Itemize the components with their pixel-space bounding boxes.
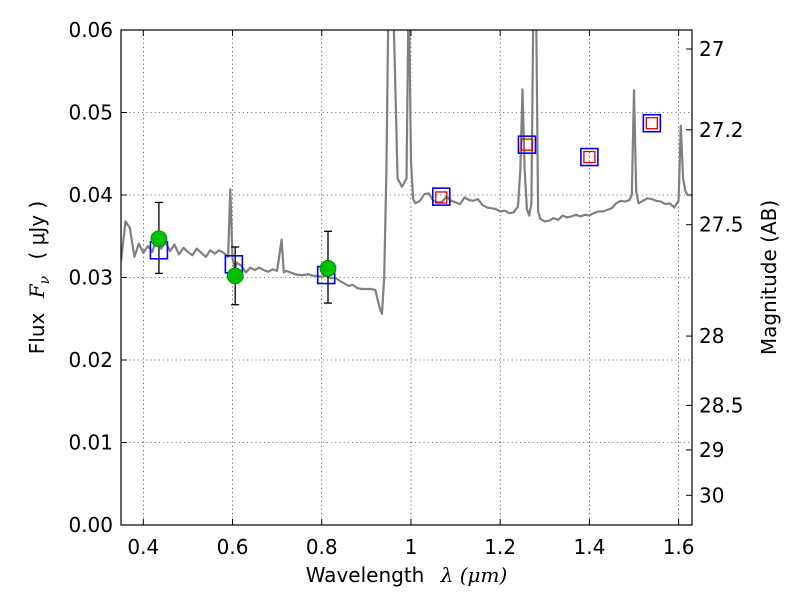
x-axis-title: Wavelength λ (μm) (306, 563, 508, 587)
y-tick-label: 0.03 (68, 266, 113, 290)
mag-tick-label: 30 (699, 483, 724, 507)
model-photometry-square (642, 113, 662, 133)
y2-axis-title: Magnitude (AB) (757, 200, 781, 355)
x-tick-label: 0.4 (127, 535, 159, 559)
observed-point (319, 260, 337, 277)
y-axis-title-text: Flux (25, 313, 49, 355)
inner-red-square (520, 138, 534, 151)
inner-red-square (583, 150, 596, 164)
x-tick-label: 1.4 (573, 535, 605, 559)
x-tick-label: 1.2 (484, 535, 516, 559)
mag-tick-label: 28 (699, 324, 724, 348)
tick-layer: 0.4 0.6 0.8 1 1.2 1.4 1.6 0.00 0.01 0.02 0.03 0.04 0… (68, 18, 743, 559)
x-tick-label: 0.8 (306, 535, 338, 559)
y-tick-label: 0.06 (68, 18, 113, 42)
y-axis-title-math: F (25, 283, 49, 299)
observed-point (226, 267, 244, 285)
x-tick-label: 0.6 (217, 535, 249, 559)
mag-tick-label: 27.5 (699, 213, 744, 237)
y-tick-label: 0.00 (68, 513, 113, 537)
mag-tick-label: 27.2 (699, 118, 744, 142)
model-photometry-square (517, 135, 537, 154)
observed-point (150, 230, 168, 248)
model-photometry-square (580, 147, 599, 167)
y-tick-label: 0.02 (68, 348, 113, 372)
mag-tick-label: 29 (699, 438, 724, 462)
y-tick-label: 0.01 (68, 431, 113, 455)
y-axis-title-sub: ν (37, 275, 53, 284)
x-tick-label: 1 (405, 535, 418, 559)
inner-red-square (645, 117, 659, 130)
marker-layer (149, 113, 662, 306)
y-axis-title-unit: ( μJy ) (25, 201, 49, 260)
x-tick-label: 1.6 (663, 535, 695, 559)
mag-tick-label: 28.5 (699, 393, 744, 417)
mag-tick-label: 27 (699, 37, 724, 61)
spectrum-line (121, 30, 692, 315)
x-axis-title-math: λ (μm) (440, 563, 508, 587)
y-tick-label: 0.04 (68, 183, 113, 207)
model-photometry-square (431, 187, 451, 206)
y-tick-label: 0.05 (68, 101, 113, 125)
inner-red-square (435, 191, 448, 204)
y-axis-title: Flux Fν ( μJy ) (25, 201, 54, 354)
spectrum-layer (121, 30, 692, 315)
grid-lines (121, 29, 692, 526)
x-axis-title-text: Wavelength (306, 563, 425, 587)
